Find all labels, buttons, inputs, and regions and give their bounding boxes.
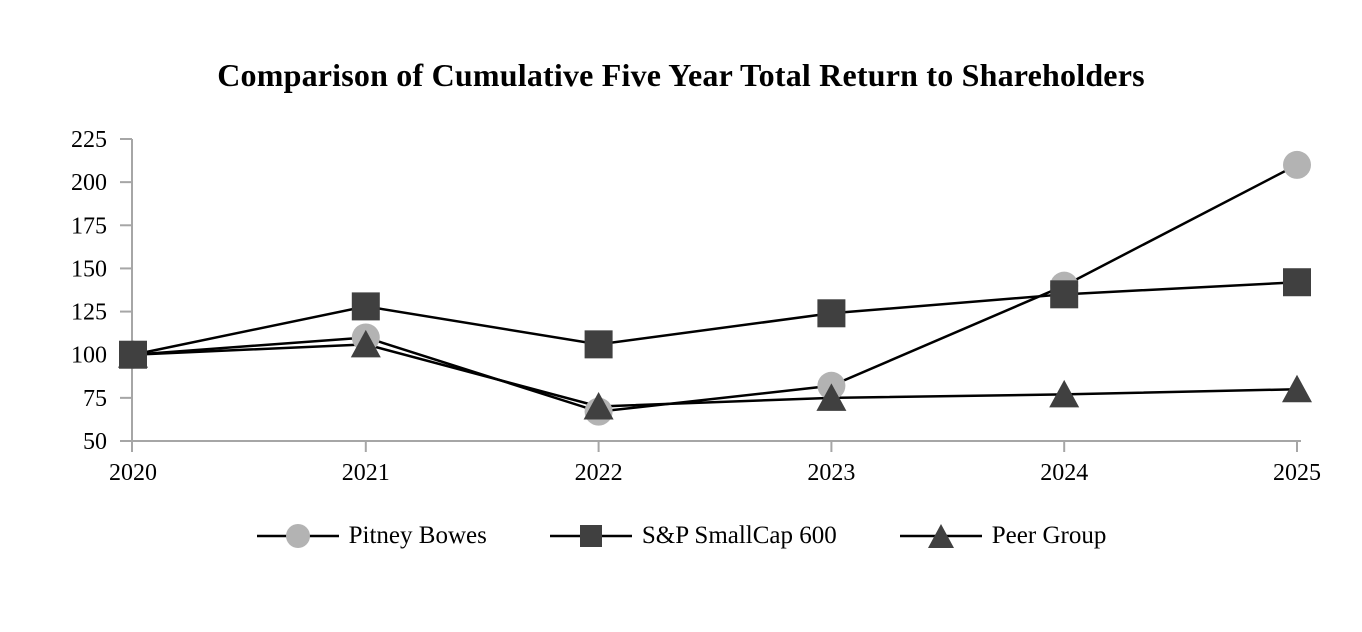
triangle-marker-icon (899, 524, 982, 548)
series-marker-s-p-smallcap-600 (1050, 280, 1079, 309)
y-tick-label: 50 (83, 429, 107, 455)
legend-label: S&P SmallCap 600 (641, 522, 837, 549)
x-tick-label: 2024 (1040, 460, 1088, 486)
series-marker-s-p-smallcap-600 (351, 292, 380, 321)
chart-title: Comparison of Cumulative Five Year Total… (217, 57, 1145, 93)
series-line-s-p-smallcap-600 (132, 280, 1298, 356)
x-tick-label: 2023 (807, 460, 855, 486)
x-tick-label: 2025 (1273, 460, 1321, 486)
series-marker-peer-group (816, 383, 847, 411)
series-line-peer-group (132, 343, 1298, 408)
legend-item-s-p-smallcap-600: S&P SmallCap 600 (549, 520, 837, 552)
y-tick-label: 75 (83, 386, 107, 412)
y-tick-label: 225 (71, 127, 107, 153)
legend-label: Pitney Bowes (348, 522, 487, 549)
y-tick-label: 150 (71, 256, 107, 282)
chart-legend: Pitney Bowes S&P SmallCap 600 Peer Group (0, 520, 1362, 552)
legend-item-peer-group: Peer Group (899, 520, 1107, 552)
series-marker-peer-group (350, 329, 381, 358)
series-marker-peer-group (583, 391, 614, 420)
legend-label: Peer Group (991, 522, 1107, 549)
series-marker-peer-group (118, 340, 148, 368)
x-tick-label: 2022 (575, 460, 623, 486)
series-marker-s-p-smallcap-600 (817, 299, 846, 328)
x-tick-label: 2021 (342, 460, 390, 486)
square-marker-icon (549, 525, 632, 547)
x-tick-label: 2020 (109, 460, 157, 486)
series-marker-peer-group (1282, 374, 1312, 403)
series-marker-peer-group (1049, 379, 1080, 408)
y-tick-label: 175 (71, 213, 107, 239)
series-marker-s-p-smallcap-600 (1283, 268, 1311, 297)
series-line-pitney-bowes (132, 163, 1298, 413)
legend-item-pitney-bowes: Pitney Bowes (256, 520, 487, 552)
y-tick-label: 125 (71, 300, 107, 326)
series-marker-s-p-smallcap-600 (584, 330, 613, 359)
series-marker-pitney-bowes (1283, 150, 1311, 179)
circle-marker-icon (256, 524, 339, 548)
y-tick-label: 200 (71, 170, 107, 196)
y-tick-label: 100 (71, 343, 107, 369)
